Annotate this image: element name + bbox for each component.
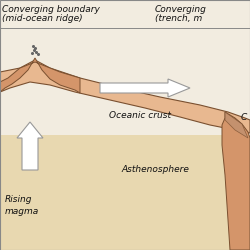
Text: Asthenosphere: Asthenosphere	[121, 166, 189, 174]
Polygon shape	[222, 112, 250, 250]
Text: Converging: Converging	[155, 5, 207, 14]
Text: C: C	[241, 114, 247, 122]
Bar	[0, 135, 250, 250]
Polygon shape	[225, 112, 248, 138]
Text: magma: magma	[5, 207, 39, 216]
Polygon shape	[0, 58, 80, 93]
FancyArrow shape	[17, 122, 43, 170]
Polygon shape	[0, 60, 250, 133]
Text: Oceanic crust: Oceanic crust	[109, 110, 171, 120]
Text: Converging boundary: Converging boundary	[2, 5, 100, 14]
FancyArrow shape	[100, 79, 190, 97]
Text: (trench, m: (trench, m	[155, 14, 202, 23]
Text: Rising: Rising	[5, 195, 32, 204]
Text: (mid-ocean ridge): (mid-ocean ridge)	[2, 14, 82, 23]
